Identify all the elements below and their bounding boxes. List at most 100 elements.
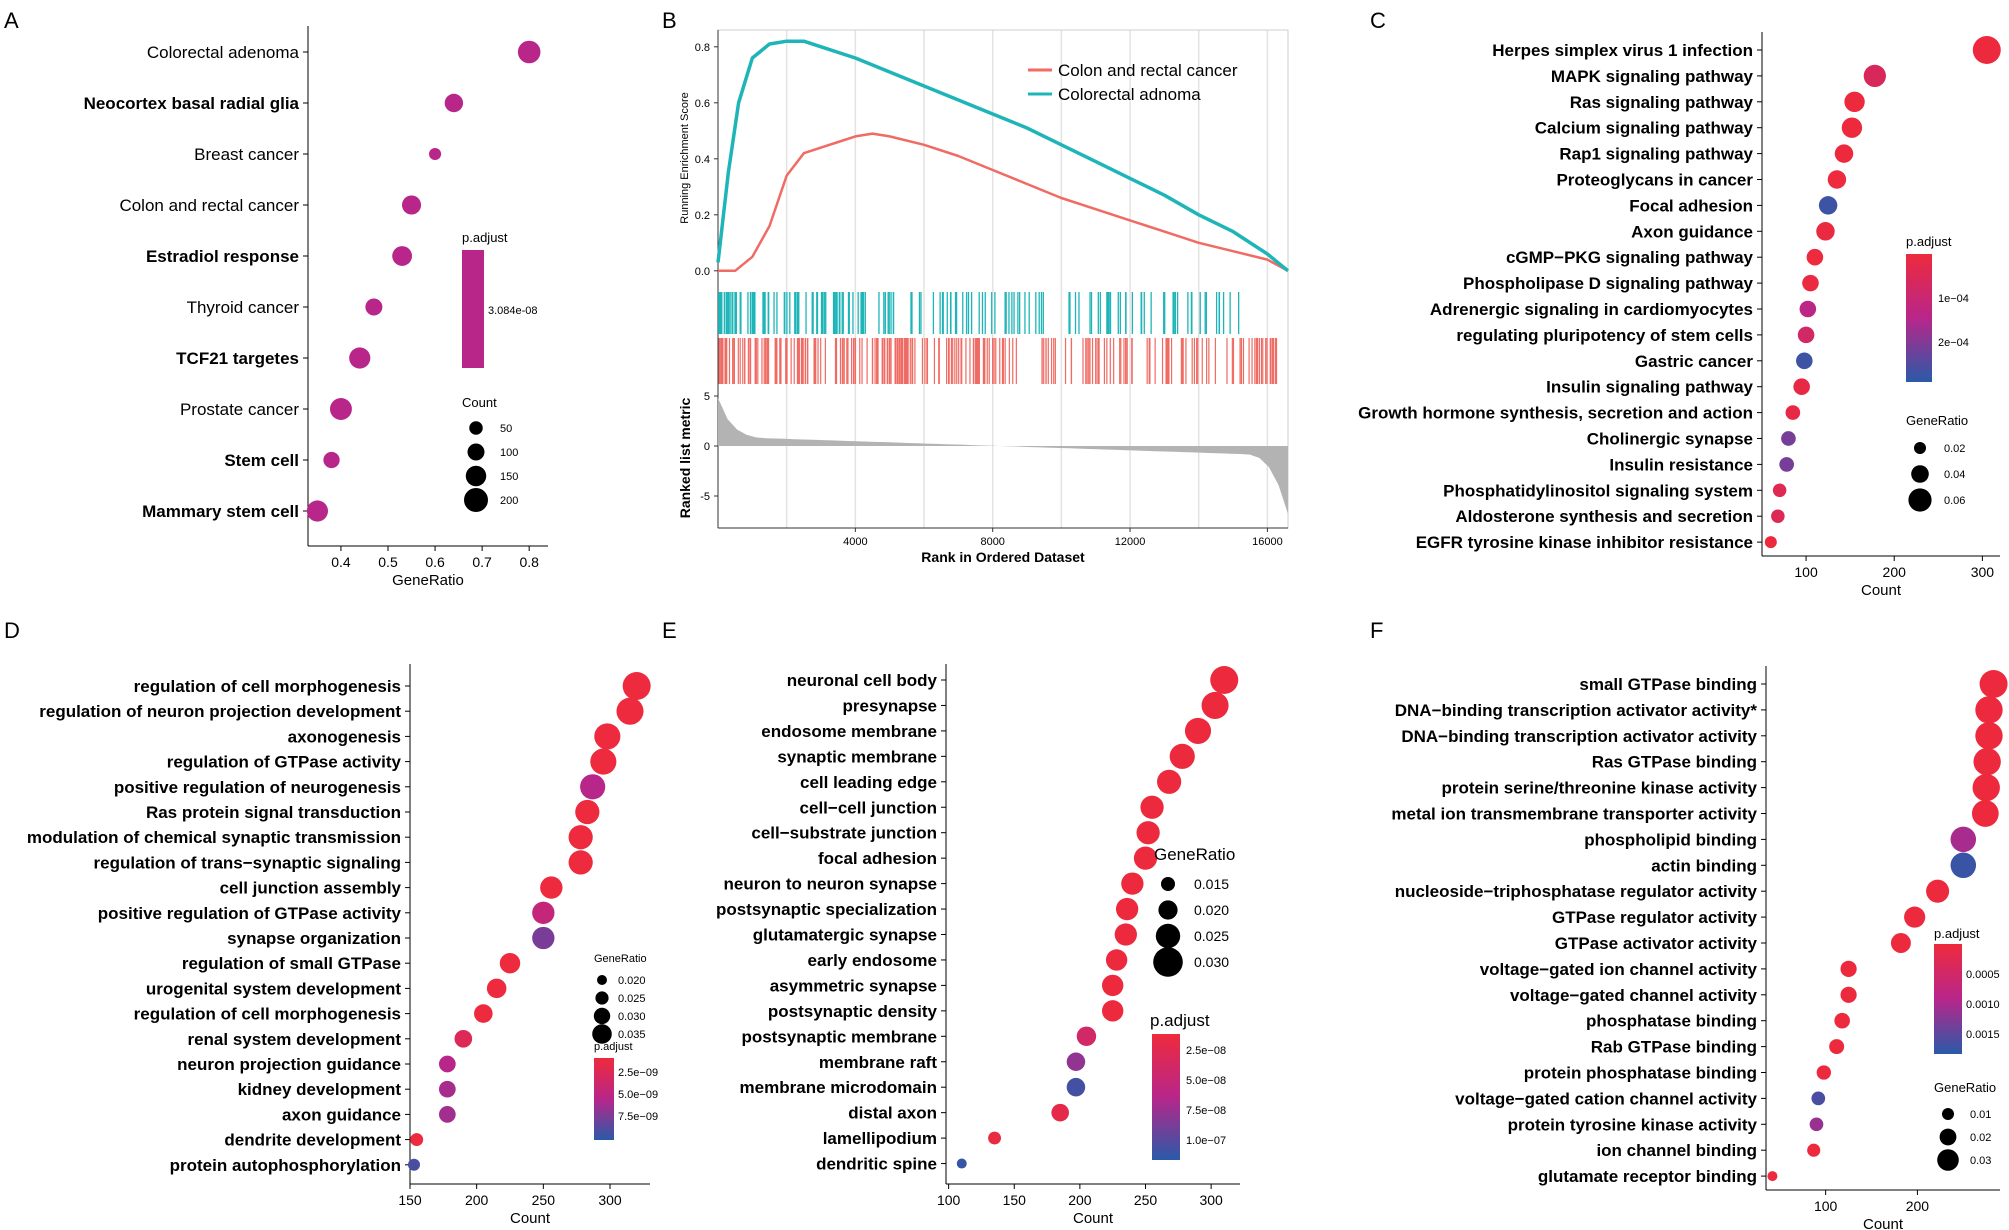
x-tick-label: 8000	[980, 536, 1004, 548]
size-legend-label: 0.035	[618, 1029, 646, 1041]
x-tick-label: 0.6	[425, 554, 445, 570]
category-label: phosphatase binding	[1586, 1012, 1757, 1031]
data-point	[1890, 933, 1911, 953]
data-point	[1076, 1026, 1097, 1047]
color-legend-title: p.adjust	[1150, 1011, 1210, 1030]
data-point	[1771, 509, 1785, 523]
category-label: phospholipid binding	[1584, 830, 1757, 849]
data-point	[532, 926, 555, 950]
data-point	[1140, 795, 1164, 819]
size-legend-label: 0.025	[618, 993, 646, 1005]
size-legend-dot	[1914, 442, 1926, 454]
category-label: nucleoside−triphosphatase regulator acti…	[1395, 882, 1758, 901]
color-legend-label: 5.0e−09	[618, 1089, 658, 1101]
x-tick-label: 0.8	[519, 554, 539, 570]
size-legend-label: 150	[500, 471, 518, 483]
size-legend-title: GeneRatio	[1934, 1080, 1996, 1095]
data-point	[540, 876, 563, 899]
category-label: dendrite development	[224, 1131, 401, 1150]
data-point	[1772, 483, 1787, 498]
y-tick-label: 0.8	[695, 42, 710, 54]
data-point	[532, 901, 555, 924]
data-point	[1829, 1039, 1845, 1055]
color-legend-label: 2e−04	[1938, 337, 1969, 349]
category-label: GTPase regulator activity	[1552, 908, 1758, 927]
size-legend-title: GeneRatio	[1154, 845, 1235, 864]
category-label: Calcium signaling pathway	[1535, 119, 1754, 138]
size-legend-dot	[464, 488, 488, 512]
data-point	[1767, 1171, 1778, 1182]
category-label: DNA−binding transcription activator acti…	[1401, 727, 1757, 746]
color-legend-label: 1.0e−07	[1186, 1135, 1226, 1147]
data-point	[365, 298, 383, 316]
size-legend-dot	[597, 975, 607, 985]
category-label: ion channel binding	[1596, 1141, 1757, 1160]
x-tick-label: 100	[937, 1192, 961, 1208]
size-legend-label: 0.020	[1194, 902, 1229, 918]
data-point	[1975, 696, 2003, 724]
category-label: Breast cancer	[194, 145, 299, 164]
color-legend-title: p.adjust	[1934, 926, 1980, 941]
y-tick-label: 0.0	[695, 266, 710, 278]
category-label: Herpes simplex virus 1 infection	[1492, 41, 1753, 60]
data-point	[306, 500, 329, 522]
size-legend-label: 0.015	[1194, 876, 1229, 892]
category-label: cell−substrate junction	[751, 824, 937, 843]
category-label: asymmetric synapse	[770, 976, 937, 995]
data-point	[1066, 1077, 1086, 1097]
category-label: distal axon	[848, 1104, 937, 1123]
category-label: postsynaptic density	[768, 1002, 938, 1021]
data-point	[1779, 457, 1795, 472]
data-point	[1973, 748, 2001, 776]
y-tick-label: 0.2	[695, 210, 710, 222]
x-axis-label: GeneRatio	[392, 572, 464, 589]
data-point	[1201, 691, 1229, 719]
category-label: modulation of chemical synaptic transmis…	[27, 828, 401, 847]
category-label: Rab GTPase binding	[1591, 1038, 1757, 1057]
category-label: regulation of neuron projection developm…	[39, 702, 401, 721]
color-legend-title: p.adjust	[1906, 234, 1952, 249]
category-label: regulation of GTPase activity	[167, 753, 402, 772]
category-label: focal adhesion	[818, 849, 937, 868]
color-legend-label: 0.0010	[1966, 999, 2000, 1011]
category-label: Phosphatidylinositol signaling system	[1443, 481, 1753, 500]
data-point	[1979, 670, 2008, 698]
x-tick-label: 150	[398, 1192, 422, 1208]
category-label: cell−cell junction	[800, 798, 937, 817]
color-legend-label: 1e−04	[1938, 293, 1969, 305]
x-tick-label: 200	[1068, 1192, 1092, 1208]
category-label: cell leading edge	[800, 773, 937, 792]
data-point	[1972, 36, 2001, 64]
data-point	[580, 774, 606, 800]
size-legend-dot	[1158, 900, 1178, 920]
data-point	[1834, 1012, 1850, 1029]
size-legend-dot	[1161, 877, 1175, 891]
category-label: Axon guidance	[1631, 222, 1753, 241]
data-point	[1818, 196, 1838, 215]
size-legend-dot	[1911, 465, 1929, 483]
data-point	[486, 978, 507, 999]
data-point	[1950, 826, 1977, 853]
data-point	[1793, 378, 1810, 395]
category-label: actin binding	[1651, 856, 1757, 875]
category-label: Phospholipase D signaling pathway	[1463, 274, 1754, 293]
category-label: regulation of small GTPase	[182, 954, 401, 973]
color-legend-label: 2.5e−09	[618, 1067, 658, 1079]
category-label: regulation of trans−synaptic signaling	[94, 853, 401, 872]
panel-letter: E	[662, 618, 677, 643]
color-legend-label: 0.0015	[1966, 1029, 2000, 1041]
size-legend-dot	[1155, 923, 1181, 949]
color-legend-label: 5.0e−08	[1186, 1075, 1226, 1087]
data-point	[1809, 1117, 1824, 1132]
data-point	[349, 347, 371, 369]
size-legend-dot	[467, 443, 485, 461]
size-legend-title: GeneRatio	[1906, 413, 1968, 428]
data-point	[1799, 300, 1817, 318]
category-label: protein tyrosine kinase activity	[1508, 1115, 1758, 1134]
data-point	[1781, 431, 1796, 446]
size-legend-label: 200	[500, 495, 518, 507]
x-tick-label: 300	[598, 1192, 622, 1208]
category-label: Cholinergic synapse	[1587, 430, 1753, 449]
category-label: membrane microdomain	[740, 1078, 937, 1097]
